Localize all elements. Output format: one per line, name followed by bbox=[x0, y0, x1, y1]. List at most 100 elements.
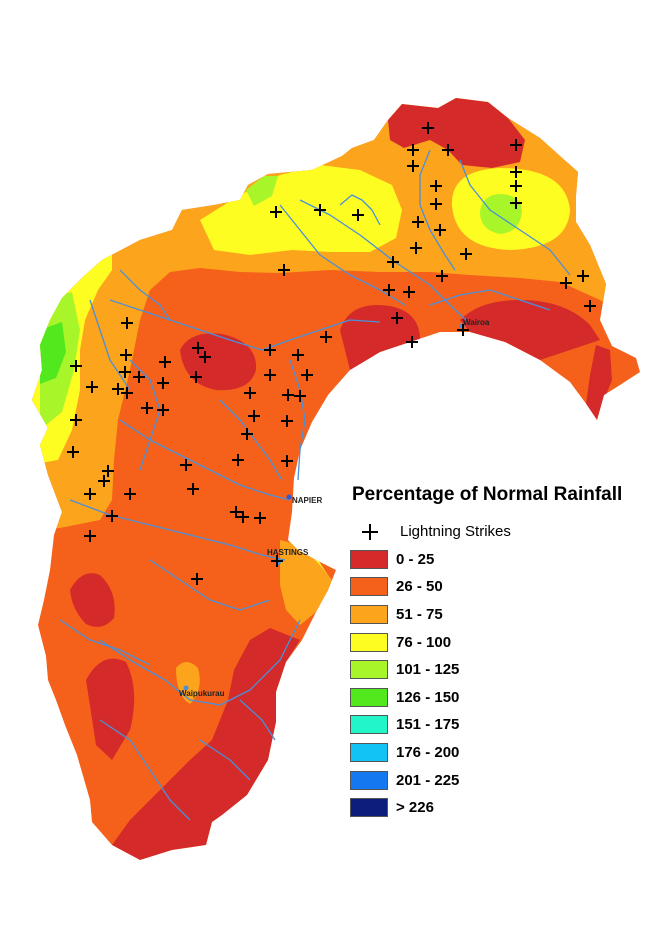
lightning-strike-marker bbox=[460, 248, 472, 260]
lightning-strike-marker bbox=[387, 256, 399, 268]
river-makaroro bbox=[149, 559, 271, 611]
lightning-strike-marker bbox=[271, 555, 283, 567]
lightning-cross-icon bbox=[350, 522, 390, 542]
river-hangaroa bbox=[459, 159, 571, 276]
lightning-strike-marker bbox=[264, 369, 276, 381]
lightning-strike-marker bbox=[157, 404, 169, 416]
lightning-strike-marker bbox=[230, 506, 242, 518]
lightning-strike-marker bbox=[106, 510, 118, 522]
lightning-strike-marker bbox=[320, 331, 332, 343]
lightning-strike-marker bbox=[157, 377, 169, 389]
lightning-strike-marker bbox=[281, 415, 293, 427]
legend-swatch bbox=[350, 605, 388, 625]
lightning-strike-marker bbox=[436, 270, 448, 282]
waipukurau-marker bbox=[183, 685, 189, 691]
legend-class-row: 0 - 25 bbox=[350, 546, 650, 574]
lightning-strike-marker bbox=[112, 383, 124, 395]
legend-swatch bbox=[350, 715, 388, 735]
river-west-2 bbox=[89, 299, 131, 391]
legend-class-label: 126 - 150 bbox=[396, 688, 460, 706]
river-north-lake bbox=[339, 194, 381, 226]
lightning-strike-marker bbox=[120, 349, 132, 361]
legend-class-row: 126 - 150 bbox=[350, 684, 650, 712]
legend-class-row: 51 - 75 bbox=[350, 601, 650, 629]
lightning-strike-marker bbox=[383, 284, 395, 296]
legend-class-label: 101 - 125 bbox=[396, 661, 460, 679]
lightning-strike-marker bbox=[278, 264, 290, 276]
legend-title: Percentage of Normal Rainfall bbox=[352, 484, 623, 505]
zone-0-25-southwest-small bbox=[70, 573, 115, 627]
lightning-strike-marker bbox=[407, 160, 419, 172]
lightning-strike-marker bbox=[270, 206, 282, 218]
lightning-strike-marker bbox=[510, 197, 522, 209]
legend-class-row: > 226 bbox=[350, 794, 650, 822]
lightning-strike-marker bbox=[254, 512, 266, 524]
river-south-1 bbox=[99, 719, 191, 821]
lightning-strike-marker bbox=[86, 381, 98, 393]
river-central bbox=[289, 359, 306, 481]
lightning-strike-marker bbox=[281, 455, 293, 467]
lightning-strike-marker bbox=[98, 475, 110, 487]
zone-0-25-wairoa bbox=[340, 305, 420, 370]
lightning-strike-marker bbox=[457, 324, 469, 336]
legend-class-label: > 226 bbox=[396, 799, 434, 817]
lightning-strike-marker bbox=[264, 344, 276, 356]
legend-class-row: 176 - 200 bbox=[350, 739, 650, 767]
lightning-strike-marker bbox=[430, 198, 442, 210]
legend-class-row: 201 - 225 bbox=[350, 766, 650, 794]
legend-class-row: 76 - 100 bbox=[350, 628, 650, 656]
lightning-strike-marker bbox=[124, 488, 136, 500]
lightning-strike-marker bbox=[121, 387, 133, 399]
legend-lightning-row: Lightning Strikes bbox=[350, 518, 650, 546]
zone-101-125-north bbox=[246, 176, 278, 206]
lightning-strike-marker bbox=[191, 573, 203, 585]
lightning-strike-marker bbox=[187, 483, 199, 495]
wairoa-label: Wairoa bbox=[463, 318, 490, 327]
lightning-strike-marker bbox=[232, 454, 244, 466]
napier-marker bbox=[286, 494, 292, 500]
river-south-3 bbox=[239, 699, 276, 741]
zone-126-150-west bbox=[40, 322, 66, 384]
legend-swatch bbox=[350, 660, 388, 680]
lightning-strike-marker bbox=[406, 336, 418, 348]
lightning-strike-marker bbox=[301, 369, 313, 381]
lightning-strike-marker bbox=[282, 389, 294, 401]
lightning-strike-marker bbox=[412, 216, 424, 228]
lightning-strike-marker bbox=[584, 300, 596, 312]
legend-swatch bbox=[350, 549, 388, 569]
lightning-strike-marker bbox=[237, 511, 249, 523]
legend-classes: 0 - 25 26 - 50 51 - 75 76 - 100 101 - 125 126… bbox=[350, 546, 650, 822]
lightning-strike-marker bbox=[442, 144, 454, 156]
waipukurau-label: Waipukurau bbox=[179, 689, 225, 698]
legend-class-label: 0 - 25 bbox=[396, 550, 435, 568]
river-waipawa bbox=[59, 619, 151, 666]
lightning-strike-marker bbox=[119, 366, 131, 378]
lightning-strike-marker bbox=[391, 312, 403, 324]
lightning-strike-marker bbox=[121, 317, 133, 329]
lightning-strike-marker bbox=[410, 242, 422, 254]
river-upper-mohaka bbox=[119, 269, 171, 321]
lightning-strike-marker bbox=[102, 465, 114, 477]
river-tukituki bbox=[99, 619, 301, 706]
river-mohaka bbox=[109, 299, 381, 351]
lightning-strike-marker bbox=[141, 402, 153, 414]
lightning-strikes bbox=[67, 122, 596, 585]
zone-76-100-north bbox=[200, 165, 402, 255]
lightning-strike-marker bbox=[403, 286, 415, 298]
legend-swatch bbox=[350, 687, 388, 707]
zone-0-25-wairoa-east bbox=[460, 300, 600, 360]
lightning-strike-marker bbox=[510, 180, 522, 192]
lightning-strike-marker bbox=[180, 459, 192, 471]
lightning-strike-marker bbox=[294, 390, 306, 402]
legend-class-label: 201 - 225 bbox=[396, 771, 460, 789]
legend-swatch bbox=[350, 577, 388, 597]
river-south-2 bbox=[199, 739, 251, 781]
legend-class-label: 151 - 175 bbox=[396, 716, 460, 734]
lightning-strike-marker bbox=[422, 122, 434, 134]
legend-swatch bbox=[350, 770, 388, 790]
legend-class-row: 151 - 175 bbox=[350, 711, 650, 739]
zone-0-25-mahia bbox=[586, 345, 612, 420]
lightning-strike-marker bbox=[190, 371, 202, 383]
legend-class-label: 76 - 100 bbox=[396, 633, 452, 651]
legend-class-label: 26 - 50 bbox=[396, 578, 443, 596]
